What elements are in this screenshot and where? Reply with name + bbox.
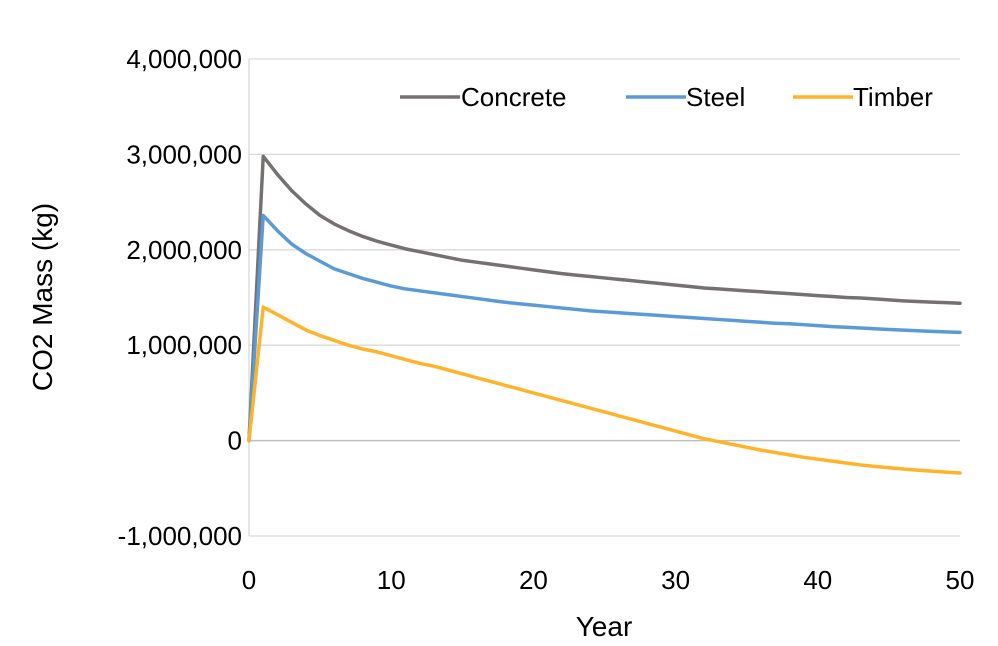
y-tick-label: 4,000,000 bbox=[126, 44, 242, 74]
legend-label-steel: Steel bbox=[686, 82, 745, 112]
y-tick-label: -1,000,000 bbox=[118, 521, 242, 551]
x-tick-label: 30 bbox=[661, 565, 690, 595]
x-tick-labels: 0 10 20 30 40 50 bbox=[242, 565, 975, 595]
x-tick-label: 10 bbox=[377, 565, 406, 595]
series-line-steel bbox=[247, 213, 962, 443]
x-tick-label: 40 bbox=[803, 565, 832, 595]
x-tick-label: 20 bbox=[519, 565, 548, 595]
x-tick-label: 50 bbox=[946, 565, 975, 595]
y-tick-label: 3,000,000 bbox=[126, 139, 242, 169]
series-layer bbox=[247, 154, 962, 475]
y-tick-label: 1,000,000 bbox=[126, 330, 242, 360]
legend-label-timber: Timber bbox=[853, 82, 933, 112]
series-line-timber bbox=[247, 305, 962, 475]
y-tick-labels: -1,000,000 0 1,000,000 2,000,000 3,000,000 4,… bbox=[118, 44, 242, 551]
y-tick-label: 0 bbox=[228, 426, 242, 456]
series-line-concrete bbox=[247, 154, 962, 443]
y-tick-label: 2,000,000 bbox=[126, 235, 242, 265]
legend-label-concrete: Concrete bbox=[461, 82, 567, 112]
x-tick-label: 0 bbox=[242, 565, 256, 595]
y-axis-title: CO2 Mass (kg) bbox=[27, 203, 58, 391]
x-axis-title: Year bbox=[576, 611, 633, 642]
legend: Concrete Steel Timber bbox=[400, 82, 933, 112]
grid-layer bbox=[249, 58, 960, 537]
axis-layer bbox=[248, 59, 960, 536]
